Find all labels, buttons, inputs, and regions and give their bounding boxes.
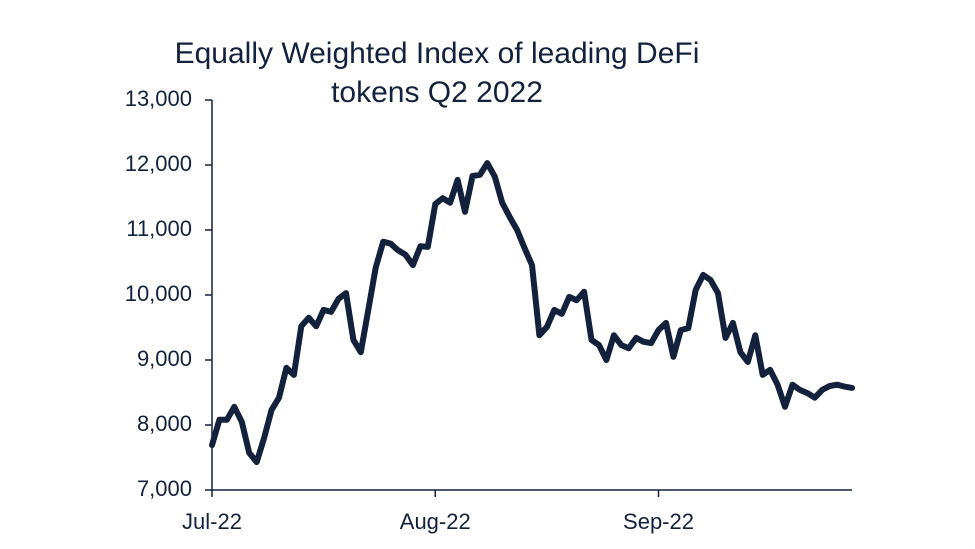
y-tick-label: 11,000 <box>126 216 192 241</box>
x-tick-label: Aug-22 <box>400 509 471 534</box>
chart-title: Equally Weighted Index of leading DeFi t… <box>174 37 700 109</box>
y-tick-label: 8,000 <box>137 411 192 436</box>
y-tick-label: 13,000 <box>125 86 192 111</box>
y-tick-label: 9,000 <box>137 346 192 371</box>
y-tick-label: 12,000 <box>125 151 192 176</box>
x-tick-label: Sep-22 <box>623 509 694 534</box>
y-tick-label: 7,000 <box>137 476 192 501</box>
y-tick-label: 10,000 <box>125 281 192 306</box>
data-line <box>209 160 855 466</box>
x-tick-label: Jul-22 <box>182 509 242 534</box>
